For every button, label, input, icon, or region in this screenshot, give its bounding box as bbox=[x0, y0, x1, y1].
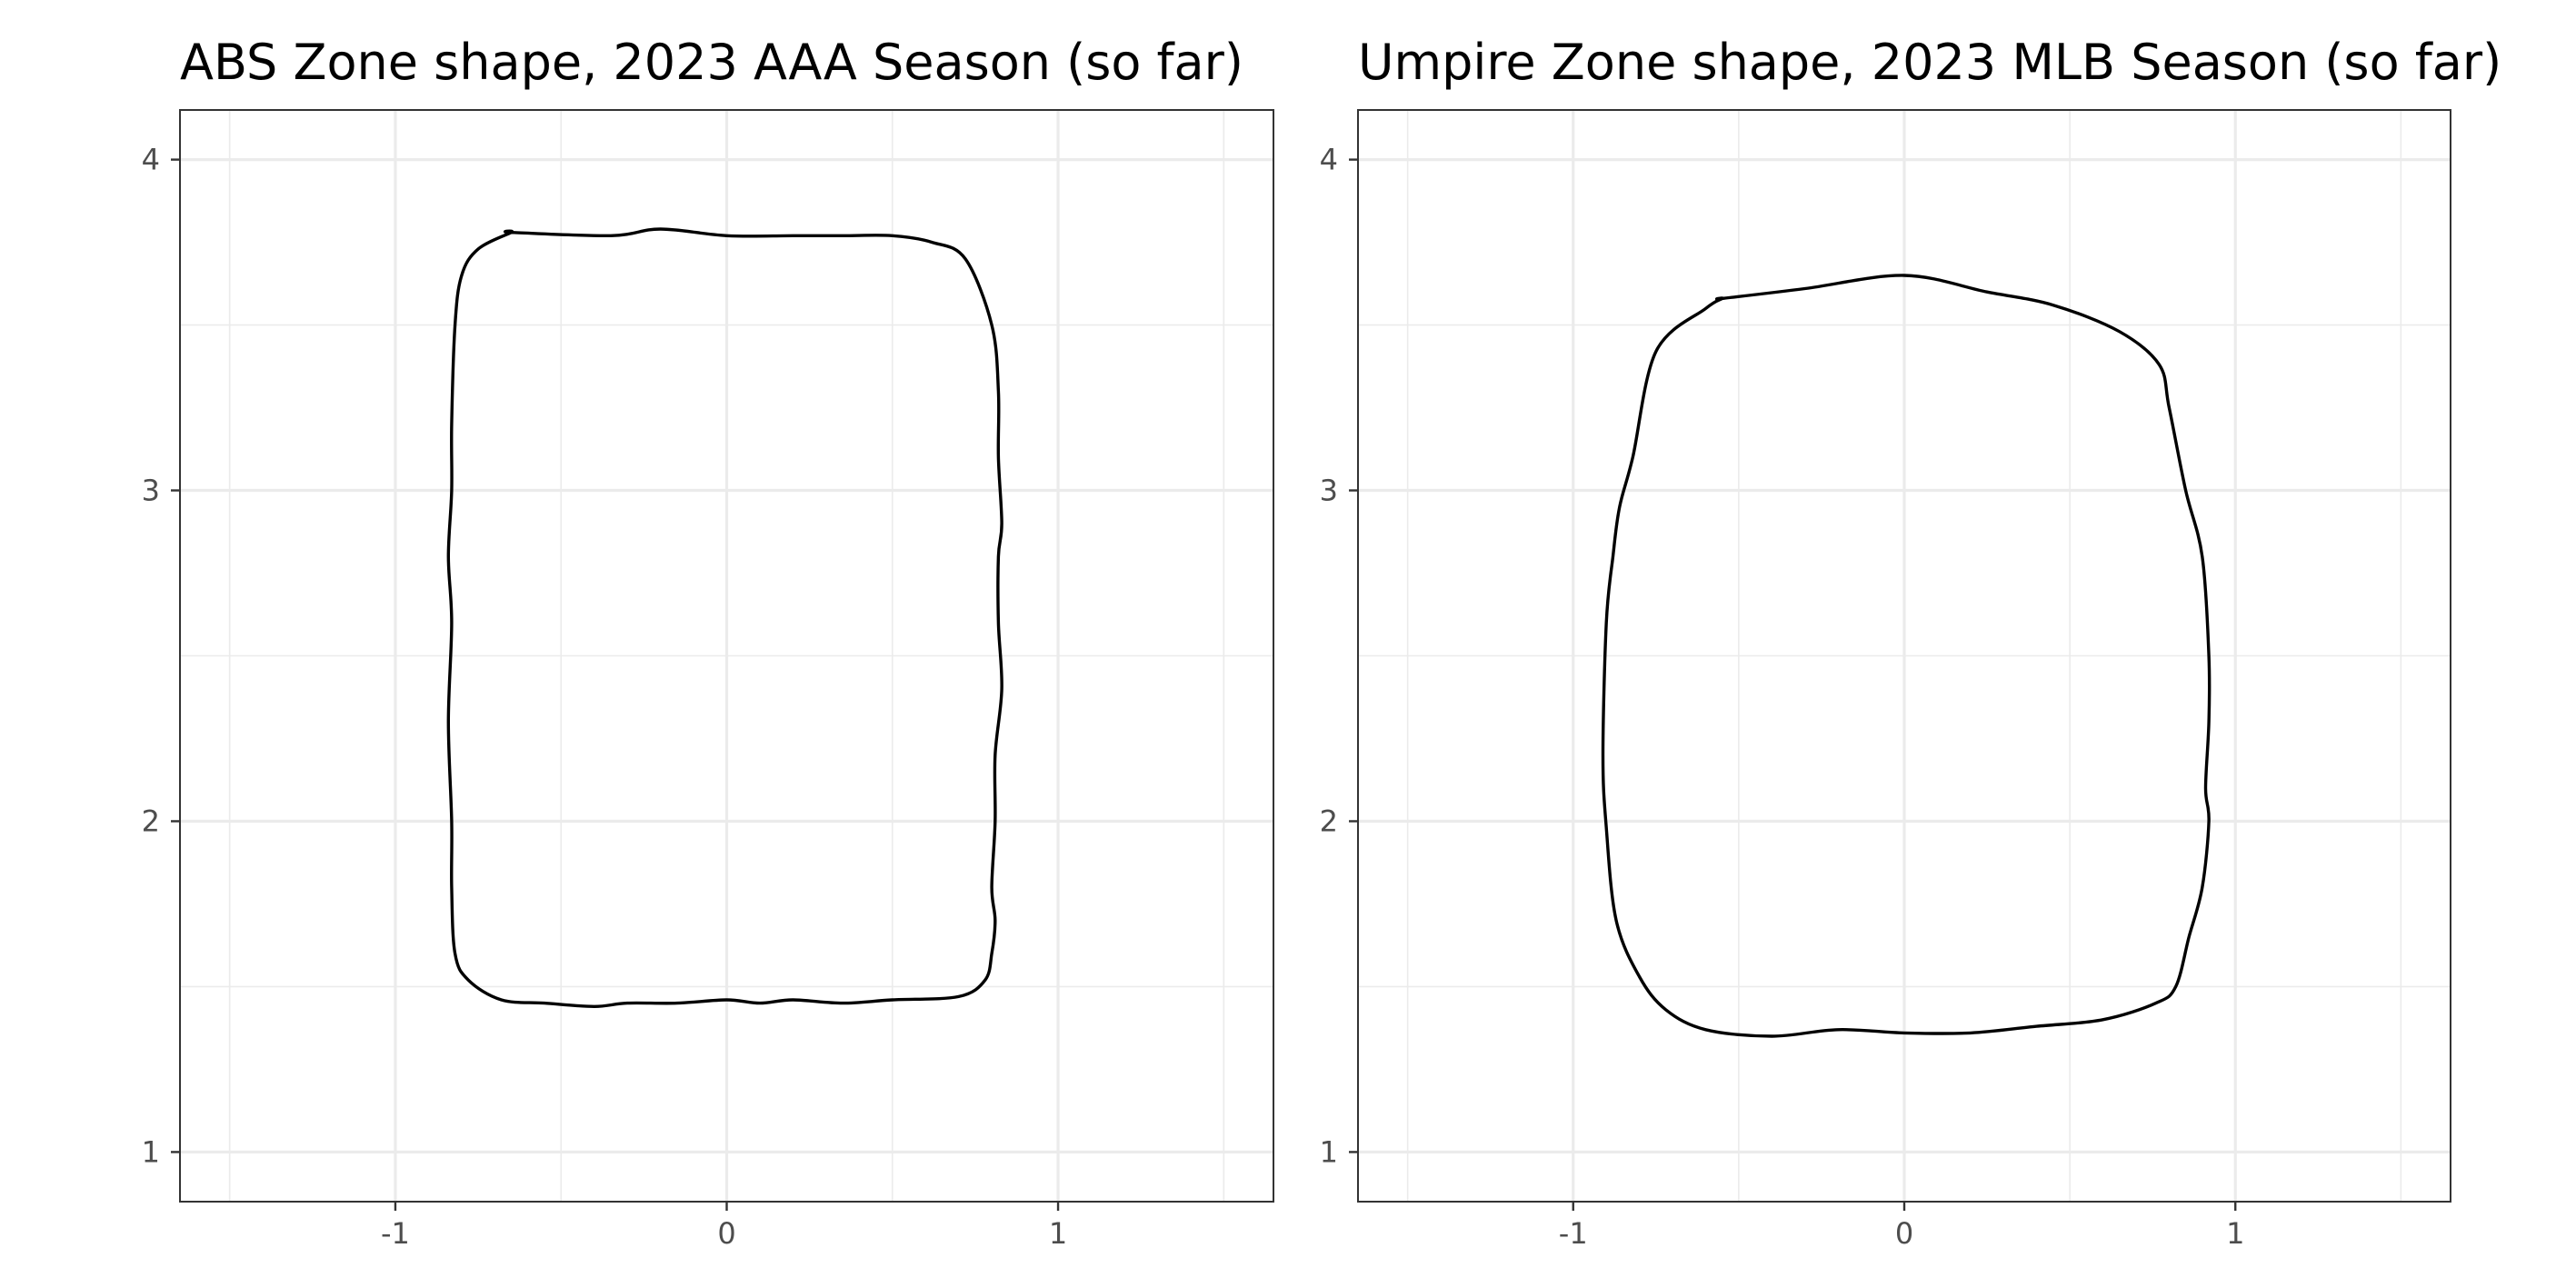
x-tick-label: -1 bbox=[381, 1216, 410, 1251]
x-tick-label: 1 bbox=[2226, 1216, 2244, 1251]
y-tick-label: 1 bbox=[1320, 1134, 1338, 1169]
abs-zone-panel: ABS Zone shape, 2023 AAA Season (so far)… bbox=[142, 34, 1274, 1251]
abs-zone-panel-title: ABS Zone shape, 2023 AAA Season (so far) bbox=[180, 34, 1243, 91]
umpire-zone-panel-zone-outline bbox=[1601, 274, 2212, 1038]
abs-zone-panel-grid bbox=[180, 110, 1273, 1202]
y-tick-label: 4 bbox=[142, 143, 160, 177]
y-tick-label: 3 bbox=[142, 474, 160, 508]
x-tick-label: 0 bbox=[717, 1216, 735, 1251]
x-tick-label: 0 bbox=[1895, 1216, 1913, 1251]
umpire-zone-panel-title: Umpire Zone shape, 2023 MLB Season (so f… bbox=[1358, 34, 2501, 91]
y-tick-label: 2 bbox=[142, 804, 160, 838]
x-tick-label: 1 bbox=[1049, 1216, 1067, 1251]
y-tick-label: 4 bbox=[1320, 143, 1338, 177]
y-tick-label: 3 bbox=[1320, 474, 1338, 508]
y-tick-label: 2 bbox=[1320, 804, 1338, 838]
umpire-zone-panel: Umpire Zone shape, 2023 MLB Season (so f… bbox=[1320, 34, 2502, 1251]
y-tick-label: 1 bbox=[142, 1134, 160, 1169]
abs-zone-panel-zone-outline bbox=[446, 227, 1003, 1008]
umpire-zone-panel-grid bbox=[1358, 110, 2451, 1202]
x-tick-label: -1 bbox=[1559, 1216, 1588, 1251]
